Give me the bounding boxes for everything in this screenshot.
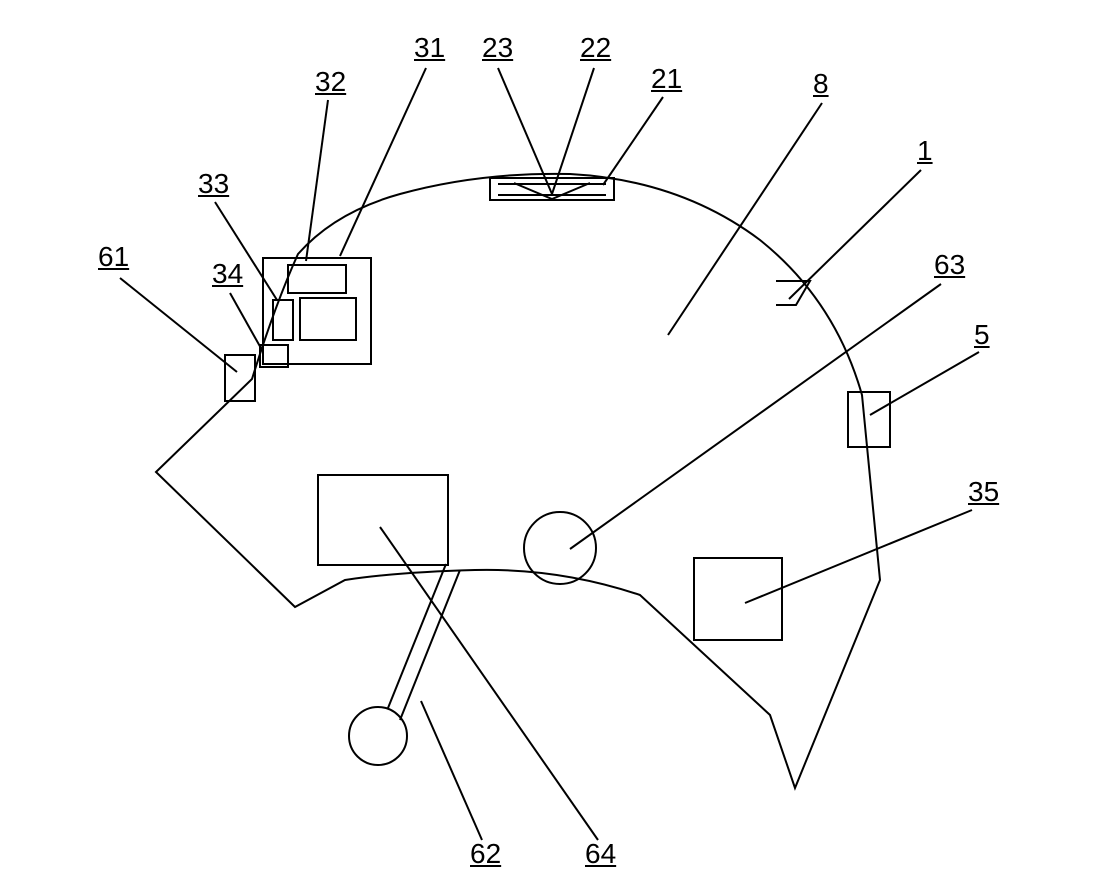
component-32-outer: [263, 258, 371, 364]
leader-63: [570, 284, 941, 549]
component-64: [318, 475, 448, 565]
label-32: 32: [315, 66, 346, 98]
component-35: [694, 558, 782, 640]
leader-34: [230, 293, 262, 350]
leader-32: [306, 100, 328, 261]
label-64: 64: [585, 838, 616, 870]
component-5: [848, 392, 890, 447]
label-5: 5: [974, 319, 990, 351]
leader-64: [380, 527, 598, 840]
label-22: 22: [580, 32, 611, 64]
component-61: [225, 355, 255, 401]
leader-31: [340, 68, 426, 256]
helmet-body: [156, 174, 880, 788]
label-35: 35: [968, 476, 999, 508]
label-31: 31: [414, 32, 445, 64]
leader-1: [789, 170, 921, 299]
label-61: 61: [98, 241, 129, 273]
label-8: 8: [813, 68, 829, 100]
component-21: [490, 178, 614, 200]
helmet-diagram: [0, 0, 1118, 890]
component-62-arm-b: [400, 570, 460, 720]
leader-62: [421, 701, 482, 840]
leader-35: [745, 510, 972, 603]
label-21: 21: [651, 63, 682, 95]
label-1: 1: [917, 135, 933, 167]
label-62: 62: [470, 838, 501, 870]
label-34: 34: [212, 258, 243, 290]
component-62-arm-a: [388, 564, 446, 708]
label-33: 33: [198, 168, 229, 200]
label-63: 63: [934, 249, 965, 281]
component-31: [300, 298, 356, 340]
component-63: [524, 512, 596, 584]
leader-5: [870, 352, 979, 415]
leader-61: [120, 278, 237, 372]
label-23: 23: [482, 32, 513, 64]
leader-21: [603, 97, 663, 185]
component-32: [288, 265, 346, 293]
component-62-ball: [349, 707, 407, 765]
